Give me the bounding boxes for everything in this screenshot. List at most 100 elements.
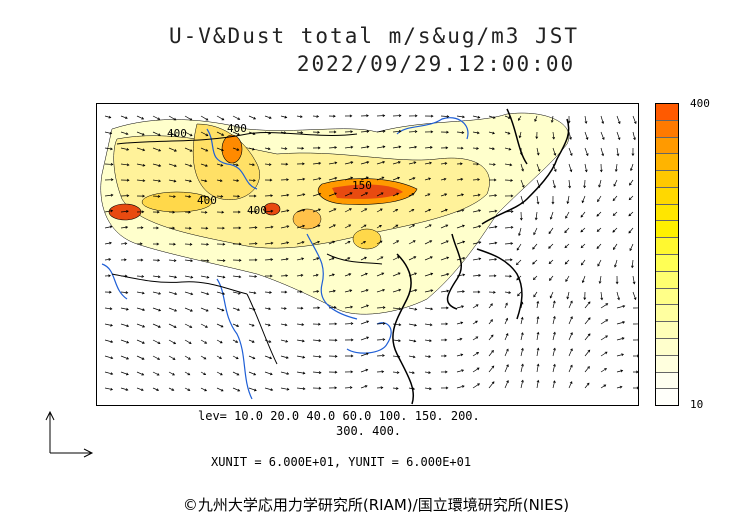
wind-arrow-head — [532, 246, 535, 250]
wind-arrow — [504, 242, 513, 245]
wind-arrow — [504, 226, 513, 229]
wind-vectors — [104, 114, 638, 392]
wind-arrow — [200, 259, 209, 262]
wind-arrow — [232, 387, 240, 392]
wind-arrow-head — [382, 160, 386, 164]
wind-arrow-head — [364, 208, 368, 211]
colorbar-segment — [656, 154, 678, 172]
wind-arrow-head — [315, 273, 319, 277]
wind-arrow — [520, 302, 523, 309]
wind-arrow — [440, 240, 449, 245]
wind-arrow — [296, 209, 305, 213]
wind-arrow-head — [366, 320, 370, 324]
wind-arrow — [504, 318, 508, 325]
wind-arrow-head — [584, 169, 588, 173]
wind-arrow — [184, 371, 190, 376]
wind-arrow — [168, 179, 176, 182]
wind-arrow — [408, 161, 416, 165]
wind-arrow-head — [617, 297, 621, 301]
wind-arrow — [376, 289, 385, 293]
wind-arrow — [328, 306, 337, 309]
wind-arrow — [200, 147, 208, 152]
wind-arrow — [136, 339, 145, 344]
wind-arrow-head — [253, 178, 256, 182]
wind-arrow — [104, 226, 113, 229]
wind-arrow-head — [622, 321, 626, 324]
wind-arrow-head — [109, 241, 112, 245]
wind-arrow — [488, 226, 497, 229]
wind-arrow-head — [444, 338, 448, 342]
wind-arrow-head — [506, 380, 509, 383]
wind-arrow-head — [254, 258, 258, 262]
wind-arrow — [296, 387, 305, 390]
wind-arrow — [488, 115, 496, 119]
wind-arrow — [584, 179, 586, 188]
wind-arrow — [216, 115, 224, 121]
wind-arrow-head — [141, 132, 145, 136]
wind-arrow-head — [518, 233, 521, 237]
wind-arrow — [248, 275, 257, 277]
wind-arrow — [392, 130, 401, 133]
wind-arrow-head — [253, 372, 257, 376]
wind-arrow — [424, 307, 433, 310]
wind-arrow-head — [475, 304, 479, 307]
wind-arrow — [248, 227, 257, 229]
wind-arrow — [264, 307, 271, 310]
wind-arrow — [200, 115, 209, 121]
wind-arrow-head — [126, 356, 130, 360]
wind-arrow — [296, 371, 305, 374]
wind-arrow-head — [461, 131, 465, 134]
wind-arrow — [392, 387, 399, 389]
wind-arrow-head — [461, 193, 464, 197]
wind-arrow — [248, 291, 256, 294]
wind-arrow-head — [443, 177, 447, 181]
wind-arrow — [216, 179, 223, 182]
wind-arrow-head — [444, 208, 448, 212]
wind-arrow — [312, 290, 319, 293]
wind-arrow-head — [580, 262, 584, 266]
wind-arrow-head — [108, 115, 112, 119]
wind-arrow — [440, 257, 449, 261]
wind-arrow — [392, 177, 400, 181]
wind-arrow — [392, 224, 398, 229]
wind-arrow — [264, 259, 273, 261]
wind-arrow — [536, 301, 539, 309]
wind-arrow-head — [238, 242, 242, 246]
wind-arrow-head — [477, 115, 481, 119]
wind-arrow — [580, 211, 586, 218]
wind-arrow — [392, 289, 401, 293]
wind-arrow-head — [235, 356, 239, 360]
wind-arrow-head — [534, 217, 538, 221]
wind-arrow — [616, 147, 619, 156]
wind-arrow — [568, 348, 573, 357]
wind-arrow-head — [142, 179, 146, 183]
wind-arrow — [440, 178, 446, 181]
wind-arrow — [600, 303, 608, 309]
wind-arrow — [376, 323, 385, 325]
wind-arrow-head — [253, 116, 257, 120]
wind-arrow — [632, 291, 637, 300]
wind-arrow-head — [109, 290, 112, 294]
wind-arrow — [264, 387, 273, 391]
wind-arrow — [328, 192, 337, 197]
wind-arrow — [408, 371, 415, 374]
wind-arrow — [533, 291, 538, 298]
wind-arrow-head — [460, 177, 464, 181]
wind-arrow — [152, 323, 161, 328]
colorbar-segment — [656, 204, 678, 222]
wind-arrow — [104, 339, 113, 343]
wind-arrow-head — [252, 307, 256, 311]
wind-arrow — [472, 225, 481, 229]
wind-arrow-head — [334, 192, 338, 196]
wind-arrow-head — [126, 307, 129, 311]
wind-arrow-head — [172, 357, 176, 360]
wind-arrow-head — [509, 274, 513, 278]
wind-arrow-head — [285, 274, 289, 278]
wind-arrow — [312, 339, 321, 342]
wind-arrow — [376, 256, 383, 261]
wind-arrow-head — [507, 131, 511, 135]
wind-arrow — [408, 177, 416, 181]
wind-arrow-head — [141, 210, 145, 214]
wind-arrow-head — [536, 152, 540, 156]
wind-arrow-head — [414, 272, 418, 276]
